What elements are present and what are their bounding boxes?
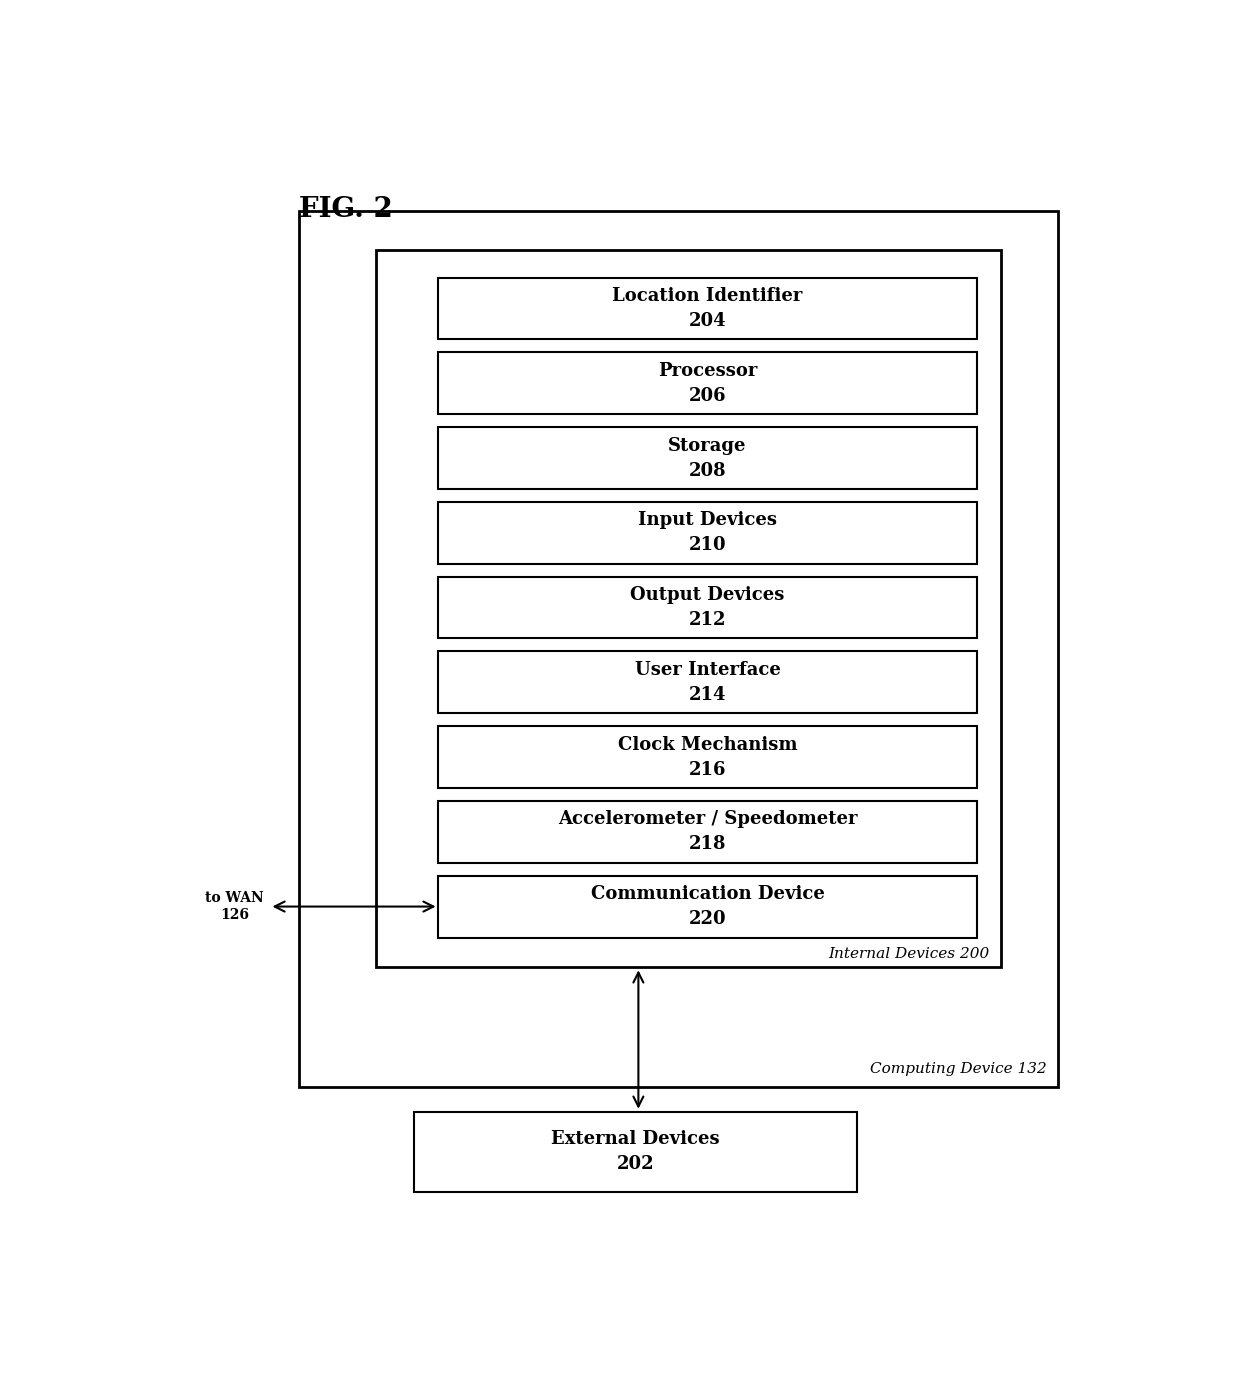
Bar <box>439 725 977 788</box>
Text: Clock Mechanism
216: Clock Mechanism 216 <box>618 735 797 778</box>
Bar <box>439 800 977 863</box>
Bar <box>439 652 977 713</box>
Bar <box>439 577 977 638</box>
Text: Processor
206: Processor 206 <box>658 362 758 405</box>
Bar <box>439 875 977 938</box>
Bar <box>376 250 1001 968</box>
Bar <box>439 502 977 563</box>
Bar <box>414 1111 857 1191</box>
Text: Accelerometer / Speedometer
218: Accelerometer / Speedometer 218 <box>558 810 857 853</box>
Bar <box>299 211 1059 1087</box>
Text: Storage
208: Storage 208 <box>668 437 746 480</box>
Text: FIG. 2: FIG. 2 <box>299 197 393 223</box>
Text: Internal Devices 200: Internal Devices 200 <box>828 947 990 961</box>
Bar <box>439 352 977 415</box>
Text: to WAN
126: to WAN 126 <box>206 890 264 922</box>
Bar <box>439 427 977 490</box>
Bar <box>439 277 977 340</box>
Text: Computing Device 132: Computing Device 132 <box>870 1062 1047 1076</box>
Text: Input Devices
210: Input Devices 210 <box>639 512 777 555</box>
Text: Communication Device
220: Communication Device 220 <box>590 885 825 928</box>
Text: User Interface
214: User Interface 214 <box>635 660 780 703</box>
Text: External Devices
202: External Devices 202 <box>552 1130 719 1173</box>
Text: Output Devices
212: Output Devices 212 <box>630 587 785 630</box>
Text: Location Identifier
204: Location Identifier 204 <box>613 287 802 330</box>
